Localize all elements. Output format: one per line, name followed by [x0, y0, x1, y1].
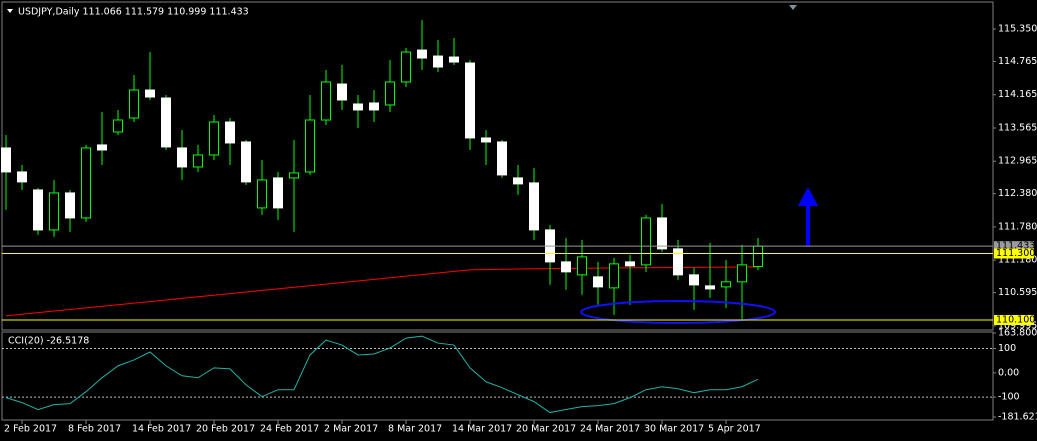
highlight-ellipse: [580, 300, 776, 324]
price-label: 111.433: [996, 241, 1035, 252]
price-label: 111.300: [996, 248, 1035, 259]
candle-body: [513, 177, 523, 185]
y-tick-label: 112.965: [998, 156, 1037, 167]
x-tick-label: 24 Feb 2017: [260, 424, 319, 435]
plot: [1, 20, 993, 414]
candle-body: [177, 147, 187, 168]
candle-body: [209, 121, 219, 156]
y-tick-label: 113.565: [998, 122, 1037, 133]
candle-body: [17, 171, 27, 183]
y-tick-label: 110.595: [998, 287, 1037, 298]
candle-body: [417, 49, 427, 59]
candle-body: [49, 192, 59, 231]
candle-body: [673, 248, 683, 276]
candle-body: [481, 137, 491, 143]
candle-body: [97, 144, 107, 151]
x-tick-label: 20 Mar 2017: [516, 424, 576, 435]
candle-body: [273, 177, 283, 209]
price-label: 110.100: [996, 315, 1035, 326]
price-label-bg: [994, 248, 1034, 259]
candle-body: [737, 264, 747, 283]
y-tick-label: 115.350: [998, 24, 1037, 35]
candle-body: [529, 182, 539, 231]
x-tick-label: 14 Feb 2017: [132, 424, 191, 435]
y-tick-label: 163.8008: [998, 328, 1037, 339]
y-tick-label: -181.6218: [998, 412, 1037, 423]
candle-body: [353, 103, 363, 111]
candle-body: [65, 192, 75, 219]
candle-body: [1, 147, 11, 173]
indicator-line: [5, 335, 759, 414]
candle-body: [641, 217, 651, 266]
candle-body: [465, 62, 475, 139]
candle-body: [721, 281, 731, 288]
y-tick-label: 111.180: [998, 255, 1037, 266]
candle-body: [369, 102, 379, 111]
candle-body: [33, 189, 43, 231]
x-tick-label: 24 Mar 2017: [580, 424, 640, 435]
candle-body: [497, 141, 507, 176]
menu-arrow: [7, 9, 13, 13]
x-tick-label: 2 Feb 2017: [4, 424, 57, 435]
y-tick-label: 111.780: [998, 221, 1037, 232]
candle-body: [689, 274, 699, 286]
candle-body: [561, 261, 571, 273]
x-tick-label: 2 Mar 2017: [324, 424, 378, 435]
candle-body: [145, 89, 155, 98]
candle-body: [625, 261, 635, 267]
candle-body: [193, 154, 203, 168]
x-tick-label: 14 Mar 2017: [452, 424, 512, 435]
x-tick-label: 8 Feb 2017: [68, 424, 121, 435]
candle-body: [401, 51, 411, 83]
candle-body: [81, 147, 91, 219]
x-tick-label: 5 Apr 2017: [708, 424, 761, 435]
y-tick-label: 109.995: [998, 320, 1037, 331]
candle-body: [385, 81, 395, 106]
x-tick-label: 8 Mar 2017: [388, 424, 442, 435]
y-tick-label: 114.765: [998, 56, 1037, 67]
shift-marker: [789, 5, 797, 10]
candle-body: [449, 56, 459, 63]
candle-body: [129, 89, 139, 119]
candle-body: [433, 55, 443, 68]
candle-body: [657, 217, 667, 250]
y-tick-label: 114.165: [998, 89, 1037, 100]
candle-body: [257, 179, 267, 209]
candle-body: [113, 119, 123, 133]
candle-body: [161, 97, 171, 148]
indicator-frame: [1, 331, 994, 421]
y-tick-label: -100: [998, 392, 1020, 403]
y-tick-label: 112.380: [998, 188, 1037, 199]
candle-body: [705, 285, 715, 290]
x-tick-label: 20 Feb 2017: [196, 424, 255, 435]
x-tick-label: 30 Mar 2017: [644, 424, 704, 435]
moving-average: [5, 266, 759, 317]
price-label-bg: [994, 315, 1034, 326]
candle-body: [305, 119, 315, 173]
y-tick-label: 100: [998, 343, 1016, 354]
candle-body: [593, 276, 603, 288]
candle-body: [577, 256, 587, 276]
up-arrow: [798, 187, 818, 246]
candle-body: [321, 81, 331, 121]
candle-body: [289, 172, 299, 179]
candle-body: [609, 263, 619, 289]
chart-title: USDJPY,Daily 111.066 111.579 110.999 111…: [18, 7, 249, 18]
price-label-bg: [994, 241, 1034, 252]
candle-body: [225, 121, 235, 144]
y-tick-label: 0.00: [998, 367, 1019, 378]
candle-body: [241, 141, 251, 183]
candle-body: [337, 83, 347, 101]
candle-body: [753, 245, 763, 267]
indicator-title: CCI(20) -26.5178: [8, 336, 89, 347]
